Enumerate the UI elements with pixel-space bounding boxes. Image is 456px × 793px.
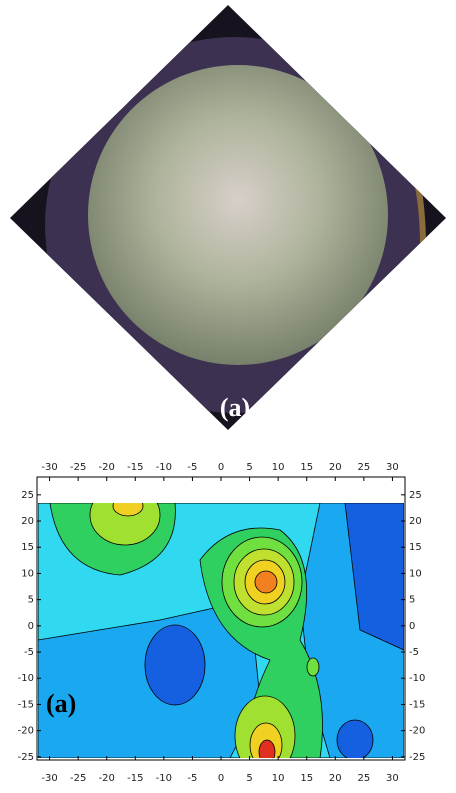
y-tick-label: 15 (409, 542, 422, 553)
y-tick-label: -25 (18, 752, 34, 763)
x-tick-label: -20 (99, 462, 115, 473)
y-tick-label: 5 (28, 595, 34, 606)
contour-fill (38, 485, 404, 776)
y-tick-label: -5 (409, 647, 419, 658)
x-tick-label: 15 (300, 462, 313, 473)
x-tick-label: -5 (187, 773, 197, 784)
photo-label: (a) (220, 393, 250, 422)
y-tick-label: 20 (21, 516, 34, 527)
x-tick-label: -10 (156, 773, 172, 784)
x-tick-label: -20 (99, 773, 115, 784)
y-tick-label: 20 (409, 516, 422, 527)
y-tick-label: 0 (409, 621, 415, 632)
y-tick-label: 25 (409, 490, 422, 501)
y-tick-label: 15 (21, 542, 34, 553)
y-tick-label: -5 (24, 647, 34, 658)
x-tick-label: 15 (300, 773, 313, 784)
y-tick-label: 25 (21, 490, 34, 501)
x-tick-label: -5 (187, 462, 197, 473)
x-tick-label: 20 (329, 773, 342, 784)
x-tick-label: 10 (272, 462, 285, 473)
x-tick-label: -30 (41, 773, 57, 784)
photo (0, 0, 456, 440)
y-tick-label: 0 (28, 621, 34, 632)
x-tick-label: -15 (127, 773, 143, 784)
x-tick-label: 5 (246, 773, 252, 784)
y-tick-label: 5 (409, 595, 415, 606)
y-tick-label: -25 (409, 752, 425, 763)
chart-label: (a) (46, 689, 76, 718)
figure: (a) (a) -30 -30 -25 -25 -20 -20 -15 -15 -10 -10 -5… (0, 0, 456, 793)
y-tick-label: -10 (18, 673, 34, 684)
x-tick-label: 0 (218, 462, 224, 473)
x-tick-label: 30 (386, 773, 399, 784)
x-tick-label: 25 (357, 462, 370, 473)
y-tick-label: -20 (18, 726, 34, 737)
x-tick-label: -10 (156, 462, 172, 473)
x-tick-label: 10 (272, 773, 285, 784)
x-tick-label: -25 (70, 462, 86, 473)
x-tick-label: 5 (246, 462, 252, 473)
y-tick-label: 10 (409, 568, 422, 579)
y-tick-label: -15 (409, 699, 425, 710)
y-tick-label: -10 (409, 673, 425, 684)
y-tick-label: -20 (409, 726, 425, 737)
x-tick-label: 25 (357, 773, 370, 784)
y-tick-label: 10 (21, 568, 34, 579)
x-tick-label: 0 (218, 773, 224, 784)
x-tick-label: -15 (127, 462, 143, 473)
x-tick-label: 20 (329, 462, 342, 473)
x-tick-label: -30 (41, 462, 57, 473)
x-tick-label: 30 (386, 462, 399, 473)
x-tick-label: -25 (70, 773, 86, 784)
y-tick-label: -15 (18, 699, 34, 710)
